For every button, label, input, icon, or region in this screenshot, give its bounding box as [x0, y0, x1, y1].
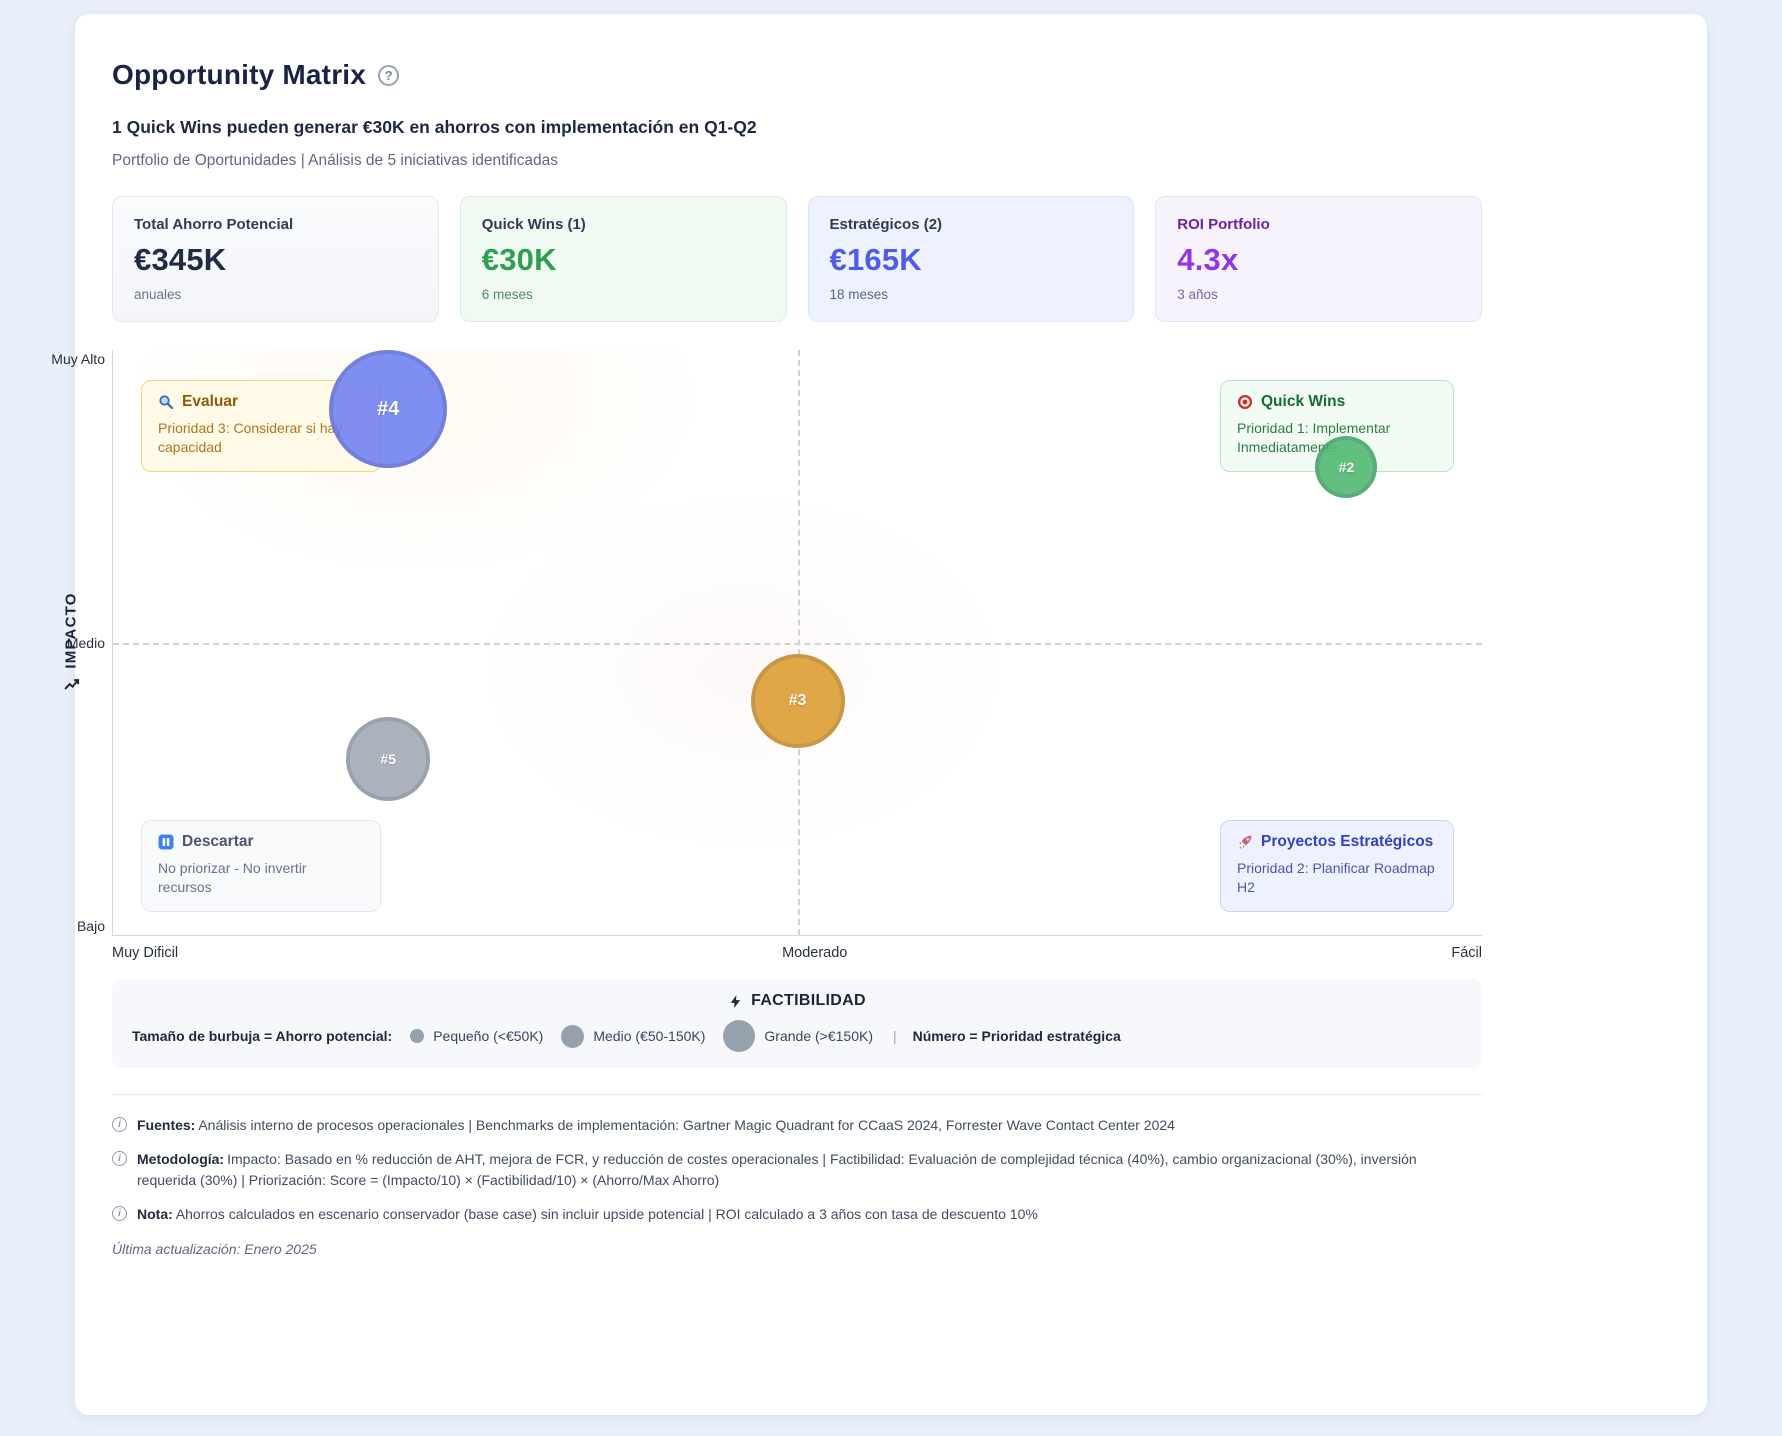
footnote-nota: i Nota: Ahorros calculados en escenario c… [112, 1204, 1482, 1225]
chart-legend: FACTIBILIDAD Tamaño de burbuja = Ahorro … [112, 979, 1482, 1068]
info-icon: i [112, 1151, 127, 1166]
info-icon: i [112, 1206, 127, 1221]
kpi-subtext: 6 meses [481, 287, 533, 302]
kpi-label: Total Ahorro Potencial [134, 216, 294, 233]
bubble-priority-5[interactable]: #5 [346, 716, 431, 801]
crosshair-horizontal-line [113, 642, 1482, 645]
footnote-text: Impacto: Basado en % reducción de AHT, m… [137, 1151, 1417, 1188]
x-tick-facil: Fácil [1451, 945, 1482, 961]
plot-area: Muy Alto Medio Bajo IMPACTO [51, 350, 1482, 936]
quadrant-subtitle: Prioridad 1: Implementar Inmediatamente [1237, 420, 1391, 455]
lightning-icon [728, 994, 743, 1009]
footnotes-divider [112, 1094, 1482, 1095]
opportunity-matrix-panel: Opportunity Matrix ? 1 Quick Wins pueden… [51, 14, 1707, 1415]
footnote-text: Análisis interno de procesos operacional… [198, 1117, 1175, 1133]
bubble-priority-3[interactable]: #3 [750, 654, 845, 748]
quadrant-title: Quick Wins [1261, 393, 1346, 410]
size-legend-lead: Tamaño de burbuja = Ahorro potencial: [132, 1028, 393, 1044]
subheadline: Portfolio de Oportunidades | Análisis de… [112, 152, 559, 169]
footnote-text: Ahorros calculados en escenario conserva… [175, 1206, 1038, 1222]
kpi-subtext: 3 años [1177, 287, 1218, 302]
footnotes: i Fuentes: Análisis interno de procesos o… [112, 1115, 1482, 1225]
x-tick-muy-dificil: Muy Dificil [112, 945, 179, 961]
y-tick-bajo: Bajo [76, 918, 105, 935]
footnote-fuentes: i Fuentes: Análisis interno de procesos o… [112, 1115, 1482, 1136]
quadrant-subtitle: Prioridad 2: Planificar Roadmap H2 [1237, 860, 1435, 895]
x-axis-title: FACTIBILIDAD [132, 992, 1462, 1010]
size-label-medium: Medio (€50-150K) [593, 1028, 706, 1044]
kpi-card-total-ahorro: Total Ahorro Potencial €345K anuales [112, 196, 439, 322]
y-axis-title-label: IMPACTO [62, 592, 80, 669]
info-icon: i [112, 1117, 127, 1132]
kpi-card-quick-wins: Quick Wins (1) €30K 6 meses [459, 196, 787, 322]
quadrant-card-descartar: Descartar No priorizar - No invertir rec… [141, 820, 381, 912]
y-tick-muy-alto: Muy Alto [51, 350, 105, 367]
magnifier-icon [158, 394, 174, 410]
bubble-size-legend: Tamaño de burbuja = Ahorro potencial: Pe… [132, 1020, 1462, 1052]
kpi-card-estrategicos: Estratégicos (2) €165K 18 meses [807, 196, 1135, 322]
size-item-small: Pequeño (<€50K) [410, 1028, 543, 1044]
header: Opportunity Matrix ? [112, 59, 1482, 91]
page-title: Opportunity Matrix [112, 59, 367, 90]
kpi-subtext: 18 meses [829, 287, 889, 302]
quadrant-title: Evaluar [182, 393, 239, 410]
quadrant-subtitle: Prioridad 3: Considerar si hay capacidad [158, 420, 343, 455]
trending-up-icon [63, 677, 79, 693]
x-axis-title-label: FACTIBILIDAD [751, 992, 866, 1009]
kpi-value: 4.3x [1177, 242, 1239, 277]
kpi-value: €30K [481, 242, 557, 277]
kpi-label: Estratégicos (2) [829, 216, 943, 233]
rocket-icon [1237, 834, 1253, 850]
x-axis-ticks: Muy Dificil Moderado Fácil [112, 945, 1482, 961]
size-label-large: Grande (>€150K) [764, 1028, 873, 1044]
large-bubble-dot [723, 1020, 756, 1052]
small-bubble-dot [410, 1029, 425, 1043]
headline: 1 Quick Wins pueden generar €30K en ahor… [112, 117, 757, 137]
opportunity-matrix-chart: Muy Alto Medio Bajo IMPACTO [51, 350, 1482, 961]
footnote-metodologia: i Metodología: Impacto: Basado en % reduc… [112, 1149, 1482, 1191]
last-updated: Última actualización: Enero 2025 [112, 1241, 317, 1257]
kpi-subtext: anuales [134, 287, 182, 302]
legend-separator: | [892, 1028, 897, 1044]
quadrant-card-proyectos-estrategicos: Proyectos Estratégicos Prioridad 2: Plan… [1220, 820, 1454, 912]
kpi-card-roi-portfolio: ROI Portfolio 4.3x 3 años [1155, 196, 1482, 322]
kpi-value: €165K [829, 242, 922, 277]
kpi-row: Total Ahorro Potencial €345K anuales Qui… [112, 196, 1482, 322]
bubble-priority-4[interactable]: #4 [329, 350, 448, 469]
footnote-lead: Fuentes: [137, 1117, 196, 1133]
quadrant-title: Descartar [182, 833, 254, 850]
number-priority-note: Número = Prioridad estratégica [912, 1028, 1121, 1044]
help-icon[interactable]: ? [378, 64, 400, 86]
size-item-medium: Medio (€50-150K) [561, 1024, 706, 1048]
quadrant-title: Proyectos Estratégicos [1261, 833, 1434, 850]
kpi-label: Quick Wins (1) [481, 216, 586, 233]
pause-icon [158, 834, 174, 850]
kpi-label: ROI Portfolio [1177, 216, 1270, 233]
footnote-lead: Metodología: [137, 1151, 225, 1167]
bubble-priority-2[interactable]: #2 [1315, 436, 1378, 498]
y-axis-title: IMPACTO [61, 350, 81, 935]
footnote-lead: Nota: [137, 1206, 173, 1222]
kpi-value: €345K [134, 242, 227, 277]
size-label-small: Pequeño (<€50K) [433, 1028, 544, 1044]
size-item-large: Grande (>€150K) [723, 1020, 873, 1052]
y-tick-medio: Medio [66, 634, 105, 651]
target-icon [1237, 394, 1253, 410]
medium-bubble-dot [561, 1024, 585, 1048]
quadrant-subtitle: No priorizar - No invertir recursos [158, 860, 307, 895]
x-tick-moderado: Moderado [782, 945, 848, 961]
